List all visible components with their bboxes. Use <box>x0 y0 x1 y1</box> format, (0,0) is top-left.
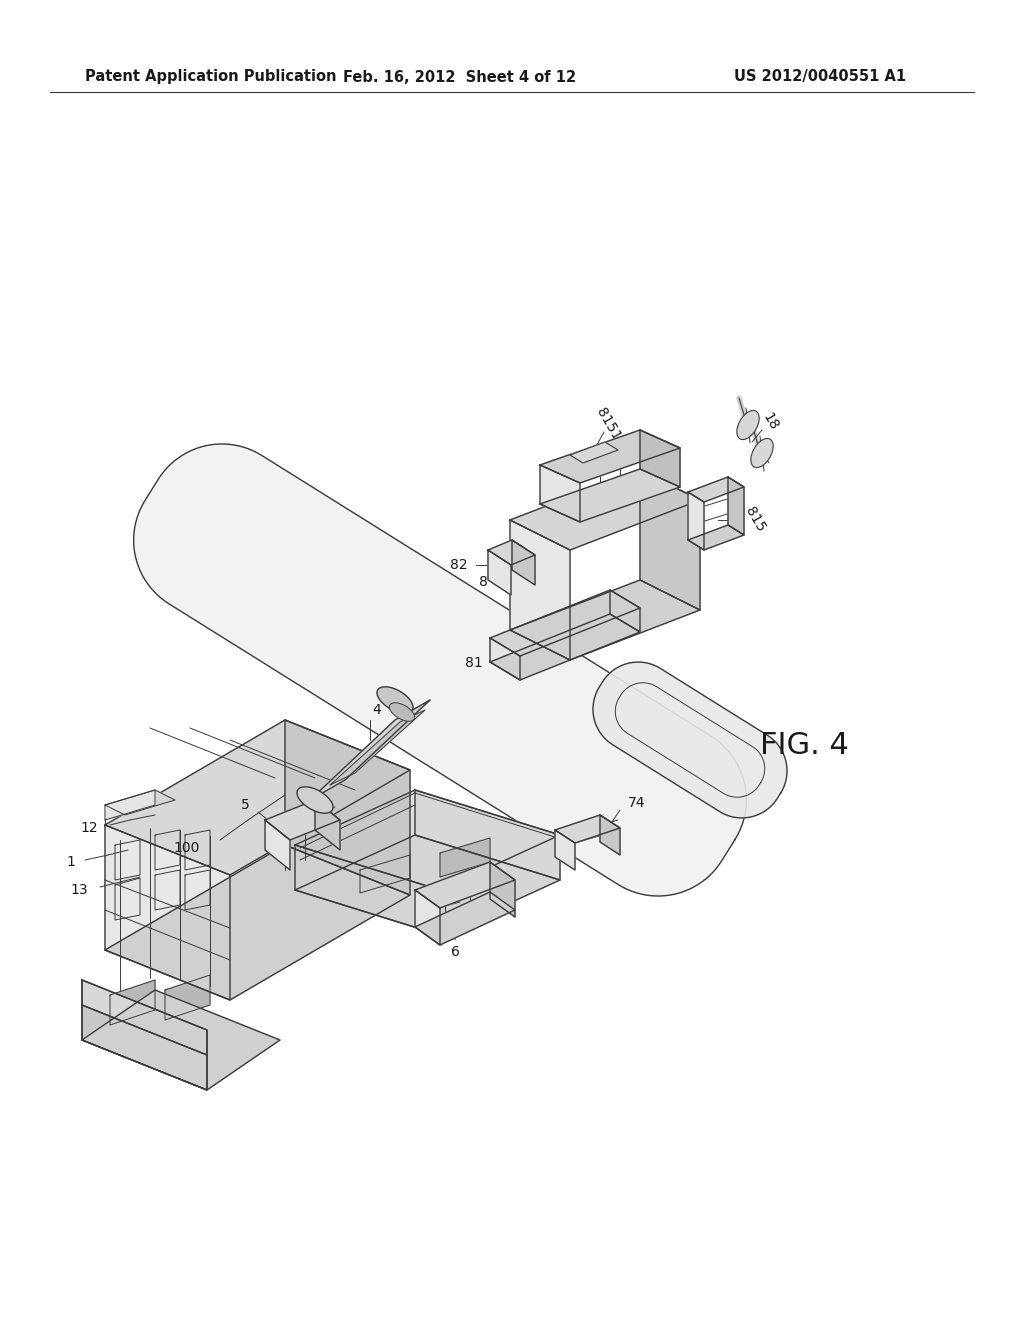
Text: 8: 8 <box>479 576 488 589</box>
Polygon shape <box>105 845 410 1001</box>
Polygon shape <box>415 789 560 880</box>
Polygon shape <box>315 800 340 850</box>
Polygon shape <box>688 477 744 502</box>
Polygon shape <box>285 719 410 895</box>
Polygon shape <box>545 548 565 585</box>
Polygon shape <box>593 663 787 818</box>
Text: Feb. 16, 2012  Sheet 4 of 12: Feb. 16, 2012 Sheet 4 of 12 <box>343 70 577 84</box>
Polygon shape <box>488 550 511 595</box>
Polygon shape <box>415 862 515 908</box>
Text: 12: 12 <box>80 821 98 836</box>
Text: FIG. 4: FIG. 4 <box>760 730 849 759</box>
Polygon shape <box>540 469 680 521</box>
Polygon shape <box>185 830 210 870</box>
Polygon shape <box>295 836 560 935</box>
Polygon shape <box>82 990 280 1090</box>
Text: US 2012/0040551 A1: US 2012/0040551 A1 <box>734 70 906 84</box>
Polygon shape <box>110 979 155 1026</box>
Text: 7: 7 <box>483 906 493 919</box>
Polygon shape <box>540 465 580 521</box>
Polygon shape <box>295 789 560 890</box>
Polygon shape <box>510 579 700 660</box>
Polygon shape <box>415 892 515 945</box>
Ellipse shape <box>737 411 759 440</box>
Polygon shape <box>555 814 620 843</box>
Text: Patent Application Publication: Patent Application Publication <box>85 70 337 84</box>
Polygon shape <box>440 838 490 876</box>
Text: 81: 81 <box>465 656 483 671</box>
Polygon shape <box>570 442 618 463</box>
Polygon shape <box>134 444 746 896</box>
Polygon shape <box>105 825 230 1001</box>
Polygon shape <box>600 814 620 855</box>
Polygon shape <box>265 820 290 870</box>
Polygon shape <box>688 492 705 550</box>
Polygon shape <box>490 614 640 680</box>
Polygon shape <box>545 578 565 615</box>
Polygon shape <box>515 528 540 568</box>
Polygon shape <box>360 855 410 894</box>
Text: 814: 814 <box>541 457 565 487</box>
Polygon shape <box>165 975 210 1020</box>
Polygon shape <box>185 870 210 909</box>
Polygon shape <box>295 845 440 935</box>
Polygon shape <box>265 800 340 840</box>
Polygon shape <box>490 590 640 656</box>
Ellipse shape <box>377 686 413 713</box>
Text: 5: 5 <box>242 799 250 812</box>
Text: 8151: 8151 <box>593 405 623 442</box>
Polygon shape <box>490 862 515 917</box>
Text: 82: 82 <box>451 558 468 572</box>
Polygon shape <box>330 710 425 785</box>
Polygon shape <box>688 525 744 550</box>
Text: 100: 100 <box>174 841 200 855</box>
Ellipse shape <box>751 438 773 467</box>
Ellipse shape <box>389 702 415 721</box>
Text: 815: 815 <box>742 504 767 535</box>
Polygon shape <box>490 638 520 680</box>
Text: 18: 18 <box>760 411 780 433</box>
Text: 6: 6 <box>451 945 460 960</box>
Polygon shape <box>488 540 535 565</box>
Polygon shape <box>510 520 570 660</box>
Ellipse shape <box>297 787 333 813</box>
Text: 74: 74 <box>628 796 645 810</box>
Polygon shape <box>115 878 140 920</box>
Polygon shape <box>82 979 207 1055</box>
Polygon shape <box>105 719 410 875</box>
Text: 4: 4 <box>372 704 381 717</box>
Polygon shape <box>540 430 680 483</box>
Text: 13: 13 <box>71 883 88 898</box>
Polygon shape <box>512 540 535 585</box>
Polygon shape <box>82 1005 207 1090</box>
Polygon shape <box>728 477 744 535</box>
Polygon shape <box>515 558 540 597</box>
Polygon shape <box>105 789 175 814</box>
Polygon shape <box>82 979 207 1090</box>
Polygon shape <box>115 840 140 880</box>
Text: 1: 1 <box>67 855 75 869</box>
Polygon shape <box>555 830 575 870</box>
Polygon shape <box>545 517 565 554</box>
Polygon shape <box>105 789 155 820</box>
Polygon shape <box>510 470 700 550</box>
Polygon shape <box>310 700 430 800</box>
Polygon shape <box>515 587 540 627</box>
Polygon shape <box>155 870 180 909</box>
Polygon shape <box>415 890 440 945</box>
Polygon shape <box>610 590 640 632</box>
Polygon shape <box>640 470 700 610</box>
Polygon shape <box>155 830 180 870</box>
Polygon shape <box>640 430 680 487</box>
